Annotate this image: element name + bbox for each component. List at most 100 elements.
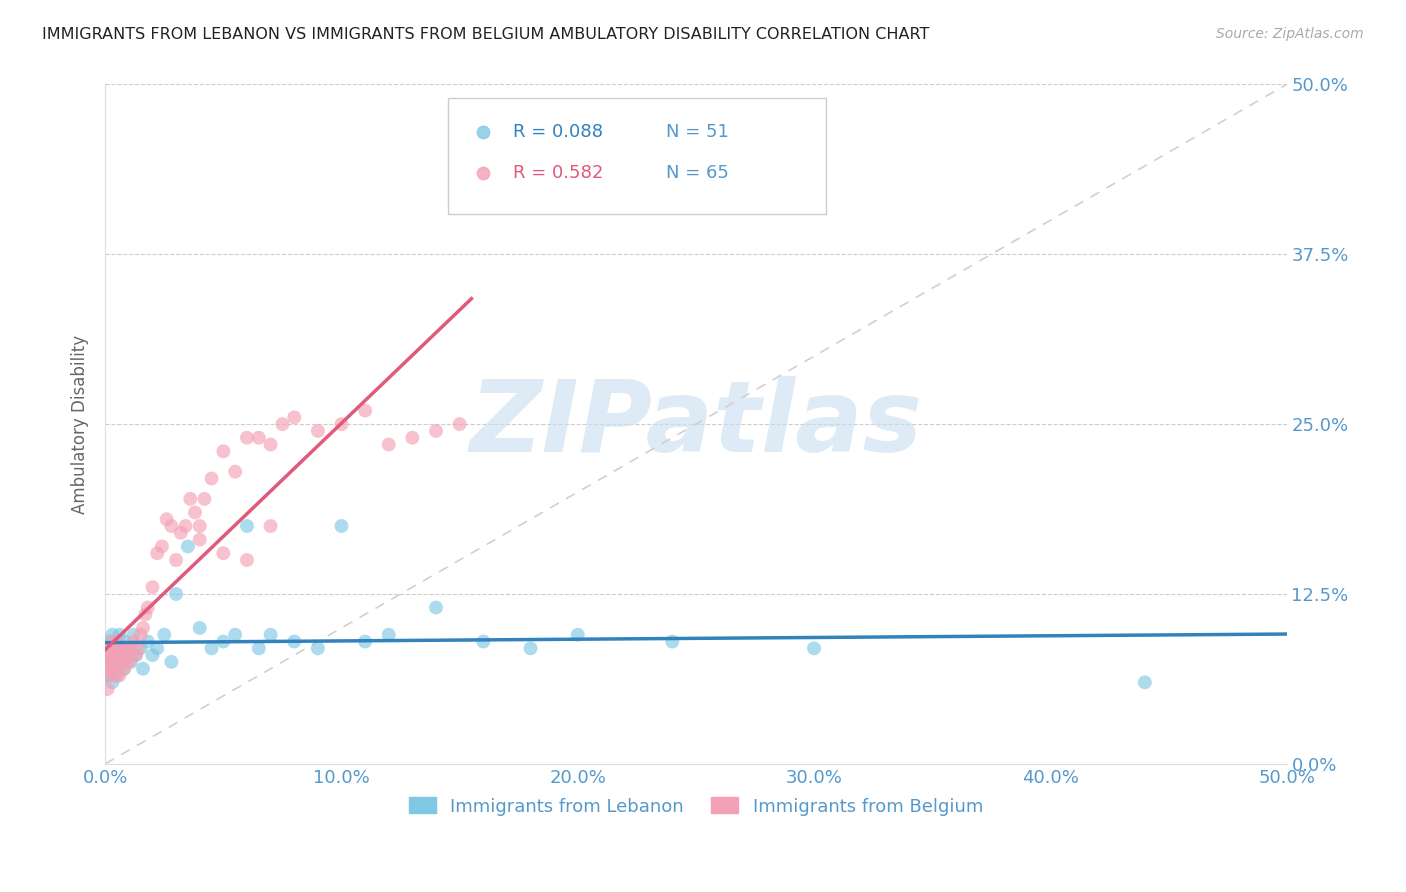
- FancyBboxPatch shape: [447, 98, 825, 213]
- Point: [174, 519, 197, 533]
- Point: [141, 648, 163, 662]
- Point: [104, 662, 127, 676]
- Text: R = 0.582: R = 0.582: [513, 164, 603, 182]
- Text: N = 65: N = 65: [666, 164, 730, 182]
- Point: [98, 655, 121, 669]
- Point: [519, 641, 541, 656]
- Point: [101, 648, 124, 662]
- Point: [307, 424, 329, 438]
- Point: [519, 172, 541, 186]
- Point: [165, 587, 187, 601]
- Point: [108, 648, 131, 662]
- Point: [803, 641, 825, 656]
- Point: [170, 525, 193, 540]
- Point: [212, 546, 235, 560]
- Point: [129, 641, 152, 656]
- Point: [101, 634, 124, 648]
- Point: [112, 648, 135, 662]
- Point: [330, 519, 353, 533]
- Point: [401, 431, 423, 445]
- Point: [150, 540, 173, 554]
- Point: [104, 668, 127, 682]
- Point: [236, 519, 259, 533]
- Point: [97, 668, 120, 682]
- Point: [247, 431, 270, 445]
- Point: [98, 634, 121, 648]
- Point: [153, 628, 176, 642]
- Point: [184, 505, 207, 519]
- Point: [98, 641, 121, 656]
- Point: [104, 641, 127, 656]
- Point: [122, 634, 145, 648]
- Point: [115, 648, 138, 662]
- Point: [127, 641, 149, 656]
- Point: [141, 580, 163, 594]
- Point: [661, 634, 683, 648]
- Point: [136, 634, 159, 648]
- Point: [132, 662, 155, 676]
- Point: [101, 628, 124, 642]
- Point: [118, 655, 141, 669]
- Point: [104, 641, 127, 656]
- Point: [224, 465, 246, 479]
- Point: [425, 600, 447, 615]
- Point: [188, 519, 211, 533]
- Y-axis label: Ambulatory Disability: Ambulatory Disability: [72, 334, 89, 514]
- Point: [283, 410, 305, 425]
- Point: [377, 628, 399, 642]
- Point: [105, 648, 128, 662]
- Point: [146, 641, 169, 656]
- Point: [1133, 675, 1156, 690]
- Point: [108, 628, 131, 642]
- Point: [132, 621, 155, 635]
- Text: N = 51: N = 51: [666, 123, 730, 141]
- Point: [118, 641, 141, 656]
- Point: [472, 634, 495, 648]
- Point: [224, 628, 246, 642]
- Point: [567, 628, 589, 642]
- Point: [120, 655, 142, 669]
- Point: [98, 655, 121, 669]
- Point: [111, 641, 134, 656]
- Point: [115, 655, 138, 669]
- Point: [134, 607, 156, 622]
- Point: [98, 668, 121, 682]
- Point: [377, 437, 399, 451]
- Point: [271, 417, 294, 431]
- Point: [111, 641, 134, 656]
- Point: [354, 403, 377, 417]
- Point: [97, 662, 120, 676]
- Point: [449, 417, 471, 431]
- Point: [236, 553, 259, 567]
- Point: [125, 648, 148, 662]
- Point: [129, 628, 152, 642]
- Point: [146, 546, 169, 560]
- Point: [283, 634, 305, 648]
- Point: [97, 648, 120, 662]
- Point: [97, 648, 120, 662]
- Point: [108, 668, 131, 682]
- Point: [111, 655, 134, 669]
- Point: [105, 668, 128, 682]
- Point: [105, 662, 128, 676]
- Point: [188, 533, 211, 547]
- Point: [125, 648, 148, 662]
- Text: IMMIGRANTS FROM LEBANON VS IMMIGRANTS FROM BELGIUM AMBULATORY DISABILITY CORRELA: IMMIGRANTS FROM LEBANON VS IMMIGRANTS FR…: [42, 27, 929, 42]
- Point: [105, 655, 128, 669]
- Point: [111, 655, 134, 669]
- Point: [259, 628, 281, 642]
- Point: [101, 675, 124, 690]
- Point: [425, 424, 447, 438]
- Point: [156, 512, 179, 526]
- Point: [200, 471, 222, 485]
- Point: [97, 682, 120, 697]
- Point: [112, 662, 135, 676]
- Point: [160, 655, 183, 669]
- Point: [200, 641, 222, 656]
- Legend: Immigrants from Lebanon, Immigrants from Belgium: Immigrants from Lebanon, Immigrants from…: [402, 790, 990, 822]
- Point: [177, 540, 200, 554]
- Point: [330, 417, 353, 431]
- Point: [122, 628, 145, 642]
- Point: [104, 655, 127, 669]
- Point: [247, 641, 270, 656]
